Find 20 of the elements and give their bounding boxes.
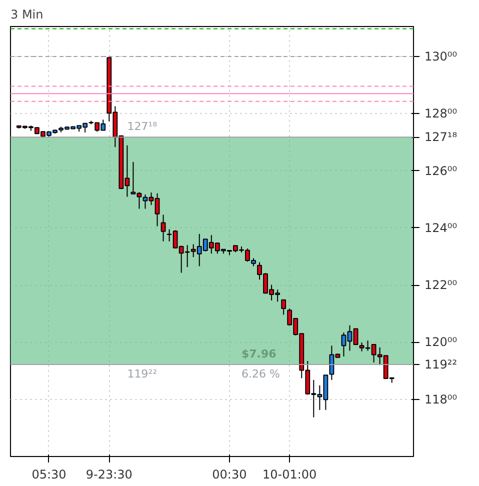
y-tick-label: 122⁰⁰ xyxy=(424,278,458,292)
annotation: 127¹⁸ xyxy=(127,120,158,134)
x-tick-label: 05:30 xyxy=(32,468,66,482)
annotation: 6.26 % xyxy=(241,368,280,380)
x-tick-label: 10-01:00 xyxy=(262,468,317,482)
y-tick-label: 124⁰⁰ xyxy=(424,220,458,235)
chart-title: 3 Min xyxy=(10,8,44,22)
y-tick-label: 128⁰⁰ xyxy=(424,106,458,121)
candlestick xyxy=(160,214,166,242)
y-tick-label: 126⁰⁰ xyxy=(424,164,458,178)
ref-line-label: 119²² xyxy=(424,358,458,372)
x-tick-label: 00:30 xyxy=(212,468,247,482)
x-tick-label: 9-23:30 xyxy=(86,468,132,482)
y-tick-label: 130⁰⁰ xyxy=(424,50,458,64)
annotation: $7.96 xyxy=(241,348,277,360)
ref-line-label: 127¹⁸ xyxy=(424,130,458,144)
y-tick-label: 118⁰⁰ xyxy=(424,392,458,406)
candlestick xyxy=(281,299,286,316)
y-tick-label: 120⁰⁰ xyxy=(424,335,458,350)
annotation: 119²² xyxy=(127,368,158,380)
